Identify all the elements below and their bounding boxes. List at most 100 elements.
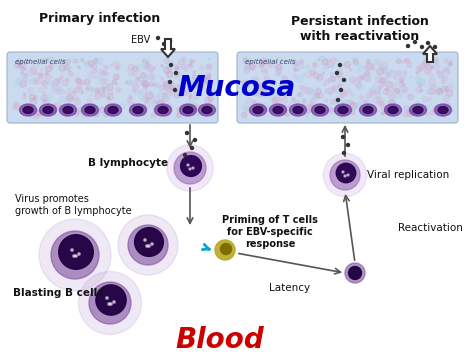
Circle shape — [73, 91, 76, 94]
Circle shape — [371, 90, 374, 93]
Circle shape — [145, 64, 150, 68]
Circle shape — [43, 92, 46, 95]
Circle shape — [85, 61, 91, 67]
Circle shape — [276, 64, 282, 70]
Text: EBV: EBV — [131, 35, 150, 45]
Circle shape — [167, 88, 171, 92]
Circle shape — [339, 107, 345, 112]
Circle shape — [206, 112, 209, 115]
Circle shape — [71, 249, 73, 251]
Circle shape — [413, 40, 417, 44]
Circle shape — [340, 84, 344, 88]
Circle shape — [394, 88, 400, 94]
Circle shape — [189, 96, 192, 99]
Circle shape — [327, 88, 333, 94]
Circle shape — [128, 96, 132, 100]
Circle shape — [444, 59, 448, 63]
Circle shape — [287, 91, 292, 96]
FancyBboxPatch shape — [7, 52, 218, 123]
Circle shape — [448, 62, 452, 66]
Circle shape — [401, 87, 405, 91]
Circle shape — [193, 139, 197, 141]
Ellipse shape — [202, 106, 212, 114]
Circle shape — [377, 102, 381, 106]
Circle shape — [59, 65, 65, 71]
Circle shape — [382, 67, 387, 73]
Circle shape — [110, 64, 112, 67]
Circle shape — [429, 104, 431, 106]
Circle shape — [344, 175, 346, 177]
Circle shape — [438, 89, 442, 93]
Circle shape — [105, 72, 109, 76]
Circle shape — [108, 102, 110, 105]
Circle shape — [300, 95, 303, 97]
Circle shape — [381, 103, 384, 106]
Circle shape — [94, 111, 100, 116]
Circle shape — [246, 98, 253, 105]
Circle shape — [177, 84, 183, 89]
Circle shape — [74, 99, 81, 105]
Circle shape — [245, 66, 250, 71]
Circle shape — [47, 80, 52, 85]
Circle shape — [346, 144, 349, 146]
Circle shape — [95, 88, 100, 93]
Circle shape — [69, 71, 73, 76]
Circle shape — [349, 77, 355, 82]
Circle shape — [105, 111, 109, 115]
Circle shape — [53, 83, 59, 89]
Circle shape — [173, 87, 179, 93]
Circle shape — [385, 88, 388, 91]
Circle shape — [363, 100, 367, 104]
Ellipse shape — [155, 104, 172, 116]
Circle shape — [161, 98, 165, 102]
Circle shape — [24, 68, 26, 70]
Ellipse shape — [19, 104, 36, 116]
Circle shape — [391, 70, 393, 72]
Circle shape — [277, 99, 281, 102]
Circle shape — [146, 59, 149, 63]
Circle shape — [39, 219, 111, 291]
Circle shape — [410, 76, 412, 78]
Circle shape — [19, 80, 27, 87]
Circle shape — [343, 151, 346, 155]
Circle shape — [189, 94, 191, 97]
Ellipse shape — [23, 106, 33, 114]
Circle shape — [197, 114, 199, 116]
Circle shape — [349, 108, 354, 113]
Circle shape — [244, 107, 248, 111]
Circle shape — [176, 113, 181, 118]
Circle shape — [378, 80, 381, 82]
Circle shape — [442, 115, 445, 117]
Circle shape — [353, 59, 358, 65]
Circle shape — [301, 66, 305, 69]
Circle shape — [149, 82, 153, 86]
Circle shape — [314, 72, 316, 74]
Circle shape — [90, 95, 91, 96]
Circle shape — [133, 66, 138, 71]
Circle shape — [315, 108, 321, 114]
Circle shape — [141, 88, 147, 94]
Circle shape — [191, 60, 194, 63]
Circle shape — [117, 63, 121, 67]
Ellipse shape — [108, 106, 118, 114]
Circle shape — [273, 97, 279, 103]
Circle shape — [120, 104, 125, 109]
Circle shape — [146, 93, 153, 100]
Circle shape — [192, 82, 198, 87]
Circle shape — [339, 106, 342, 109]
Circle shape — [56, 89, 61, 94]
Circle shape — [408, 109, 412, 114]
Circle shape — [183, 91, 187, 95]
Circle shape — [178, 59, 184, 65]
Circle shape — [170, 92, 173, 95]
Circle shape — [112, 80, 116, 84]
Circle shape — [164, 84, 171, 90]
Ellipse shape — [293, 106, 303, 114]
Circle shape — [45, 74, 51, 80]
Circle shape — [392, 85, 395, 89]
Circle shape — [138, 90, 141, 93]
Circle shape — [324, 84, 326, 86]
Circle shape — [297, 76, 303, 82]
Circle shape — [310, 99, 316, 104]
Circle shape — [42, 110, 46, 113]
